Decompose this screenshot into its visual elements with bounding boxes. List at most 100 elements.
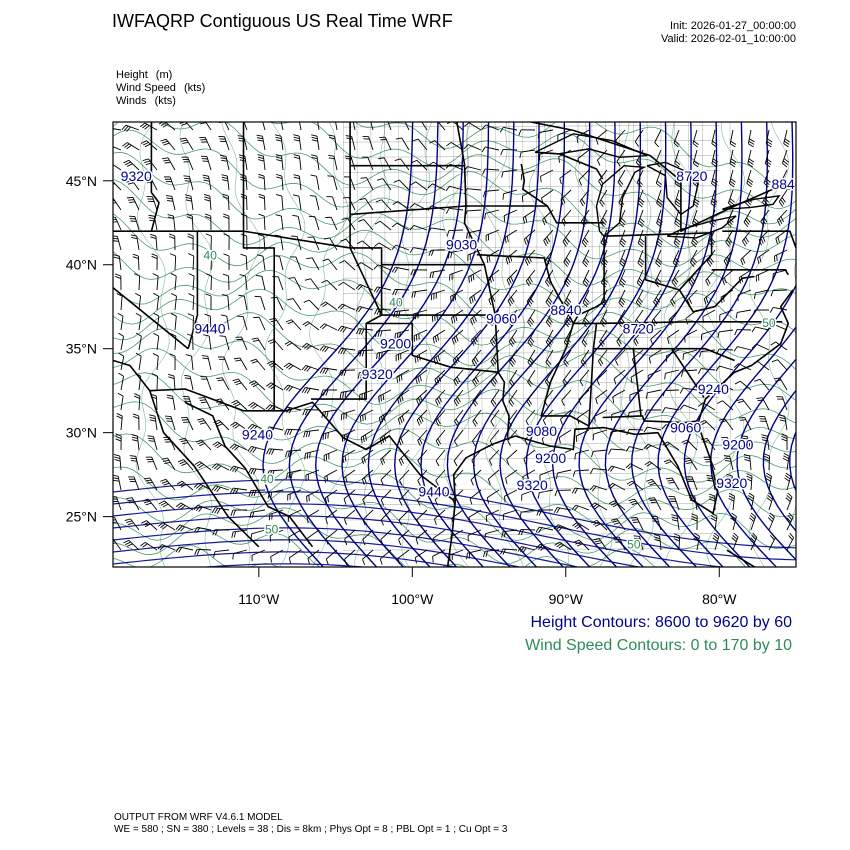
wind-barb [220, 314, 230, 331]
wind-barb [132, 253, 140, 271]
wind-barb [453, 449, 464, 467]
wind-barb [410, 181, 428, 191]
wind-barb [310, 174, 320, 191]
wind-barb [398, 429, 410, 446]
county-line [716, 122, 718, 442]
wind-barb [591, 449, 608, 458]
wind-barb [760, 209, 770, 227]
wind-barb [435, 389, 446, 406]
wind-barb [117, 392, 124, 411]
wind-barb [574, 449, 590, 460]
wind-barb [545, 269, 554, 287]
wind-barb [572, 522, 590, 531]
wind-barb [742, 229, 752, 247]
wind-barb [213, 549, 230, 558]
county-line [343, 397, 720, 400]
wind-barb [543, 389, 554, 407]
wind-barb [399, 469, 410, 486]
county-line [343, 533, 720, 536]
wind-barb [344, 529, 356, 546]
wind-barb [619, 229, 627, 248]
wind-barb [560, 409, 572, 425]
wind-barb [416, 409, 428, 426]
wind-barb [265, 404, 284, 412]
wind-barb [435, 409, 446, 427]
wind-barb [589, 502, 608, 511]
wind-barb [600, 289, 608, 308]
county-line [343, 472, 720, 475]
wind-barb [152, 353, 159, 371]
height-line [816, 1, 850, 728]
county-line [674, 122, 676, 442]
wind-barb [582, 249, 590, 268]
wind-barb [609, 429, 626, 438]
wind-barb [430, 289, 446, 301]
border-line [476, 253, 590, 427]
wind-speed-line [113, 129, 796, 249]
wind-barb [375, 199, 392, 211]
wind-barb [240, 193, 248, 211]
height-contour-label: 9320 [716, 475, 747, 491]
wind-barb [452, 489, 464, 506]
wind-barb [168, 233, 176, 251]
wind-barb [482, 549, 500, 558]
wind-barb [656, 189, 664, 208]
wind-barb [454, 409, 464, 427]
wind-barb [668, 309, 680, 326]
wind-barb [502, 509, 518, 521]
wind-barb [309, 195, 320, 211]
wind-barb [463, 166, 482, 172]
wind-barb [342, 449, 356, 464]
wind-barb [398, 449, 410, 466]
height-contour-label: 9240 [698, 381, 729, 397]
wind-barb [484, 209, 500, 220]
wind-barb [733, 346, 752, 352]
wind-barb [280, 122, 284, 131]
wind-barb [417, 449, 428, 467]
wind-barb [524, 249, 536, 266]
wind-barb [231, 399, 248, 411]
wind-barb [310, 154, 320, 171]
wind-barb [539, 149, 554, 161]
wind-barb [453, 369, 464, 387]
wind-barb [563, 349, 572, 367]
wind-barb [362, 549, 374, 566]
wind-barb [200, 376, 212, 391]
wind-barb [771, 359, 788, 371]
wind-barb [339, 260, 356, 271]
wind-speed-line [113, 151, 796, 268]
wind-barb [727, 189, 735, 208]
wind-barb [325, 529, 338, 545]
wind-barb [286, 469, 302, 480]
wind-barb [392, 201, 410, 211]
wind-barb [133, 273, 141, 291]
wind-barb [708, 493, 716, 511]
wind-barb [490, 389, 500, 407]
wind-speed-line [179, 122, 214, 567]
wind-barb [562, 369, 572, 387]
wind-barb [686, 289, 698, 306]
wind-barb [285, 319, 302, 331]
wind-barb [453, 469, 464, 486]
wind-barb [198, 397, 212, 411]
wind-barb [637, 229, 645, 248]
border-line [149, 388, 456, 503]
wind-barb [257, 154, 266, 171]
height-line [113, 515, 643, 567]
wind-barb [229, 443, 248, 451]
lat-tick-label: 45°N [66, 173, 97, 189]
wind-speed-line [264, 122, 306, 567]
wind-barb [148, 214, 158, 231]
county-line [412, 122, 414, 442]
wind-barb [766, 492, 774, 511]
wind-speed-line [748, 122, 790, 567]
wind-barb [756, 397, 770, 411]
wind-barb [275, 134, 284, 151]
wind-barb [679, 404, 698, 411]
wind-barb [450, 289, 464, 303]
wind-barb [592, 429, 608, 441]
wind-barb [416, 509, 428, 526]
wind-barb [595, 389, 608, 405]
wind-barb [679, 387, 698, 394]
wind-barb [544, 369, 554, 387]
